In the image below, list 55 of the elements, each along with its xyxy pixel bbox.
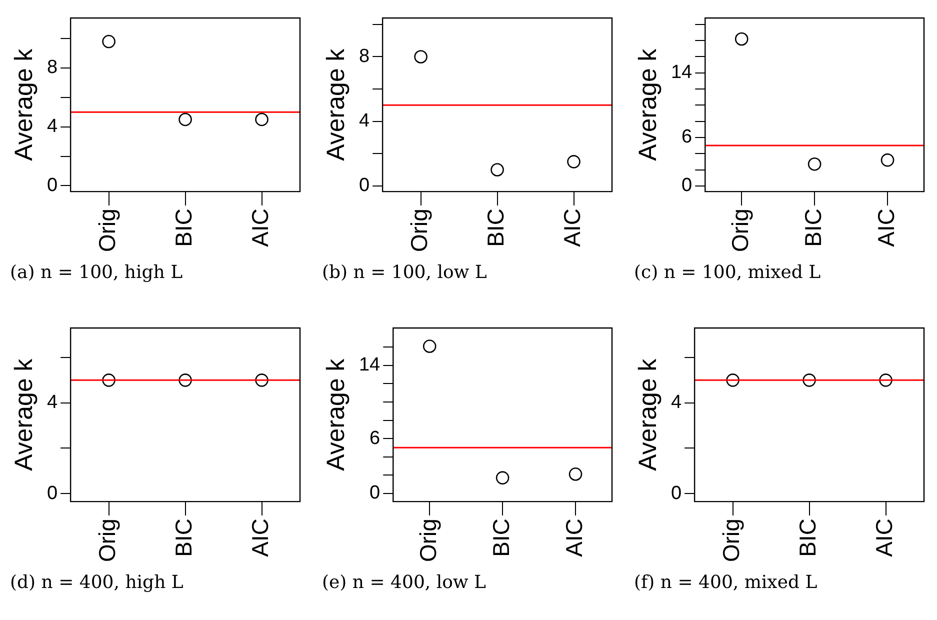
point [880,153,894,167]
x-tick-label: AIC [559,208,586,247]
y-axis-title: Average k [10,48,38,161]
text: (d) n = 400, high L [10,572,184,593]
y-tick-label: 14 [358,354,381,376]
text: (f) n = 400, mixed L [634,572,818,593]
x-tick-label: AIC [560,518,587,557]
y-tick-label: 4 [46,116,58,138]
point [414,50,428,64]
y-axis-title: Average k [634,358,662,471]
y-tick-label: 4 [358,110,370,132]
x-tick-label: BIC [170,208,197,247]
x-tick-label: Orig [94,208,120,252]
point [422,340,436,353]
point [734,32,748,46]
point [496,471,510,484]
y-tick-label: 8 [358,46,370,67]
y-tick-label: 6 [682,126,692,148]
text: (e) n = 400, low L [322,572,486,593]
y-tick-label: 0 [358,175,370,196]
point [490,163,504,176]
y-axis-title: Average k [322,358,350,471]
x-tick-label: Orig [406,208,432,252]
x-tick-label: AIC [872,208,899,247]
y-tick-label: 0 [370,482,380,504]
x-tick-label: BIC [794,518,821,557]
x-tick-label: Orig [94,518,120,562]
x-tick-label: Orig [414,518,441,562]
y-tick-label: 4 [670,392,682,414]
point [568,467,582,481]
y-axis-title: Average k [322,48,350,161]
x-tick-label: AIC [247,208,274,247]
text: (a) n = 100, high L [10,262,183,283]
y-tick-label: 4 [46,392,58,414]
x-tick-label: BIC [488,518,514,557]
y-tick-label: 0 [46,482,58,504]
y-axis-title: Average k [10,358,38,471]
point [567,155,580,168]
y-tick-label: 0 [46,174,58,196]
y-tick-label: 6 [370,428,380,449]
x-tick-label: Orig [726,208,753,252]
text: (b) n = 100, low L [322,262,487,283]
x-tick-label: Orig [718,518,744,562]
y-tick-label: 0 [670,482,682,504]
y-tick-label: 8 [46,57,58,78]
text: (c) n = 100, mixed L [634,262,821,283]
x-tick-label: BIC [482,208,509,247]
y-tick-label: 0 [682,175,692,196]
x-tick-label: AIC [871,518,898,557]
x-tick-label: BIC [170,518,197,557]
x-tick-label: AIC [247,518,274,557]
y-tick-label: 14 [670,62,693,84]
x-tick-label: BIC [800,208,826,247]
y-axis-title: Average k [634,48,662,161]
point [808,157,822,171]
